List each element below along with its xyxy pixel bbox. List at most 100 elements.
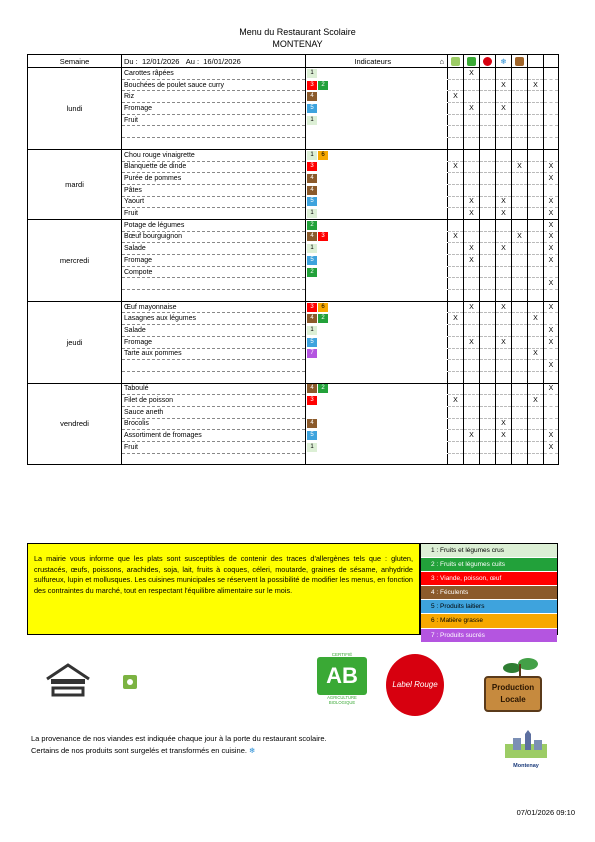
mark-cell <box>479 336 496 349</box>
table-row: Fromage 5 X X <box>28 102 559 115</box>
mark-cell <box>511 207 528 220</box>
mark-cell: X <box>511 231 528 244</box>
mark-cell <box>527 125 544 139</box>
indicator-badge: 2 <box>307 267 317 277</box>
mark-cell <box>527 172 544 185</box>
dish-name <box>121 453 306 466</box>
mark-cell <box>527 277 544 291</box>
mark-cell <box>479 266 496 279</box>
dish-name <box>121 125 306 139</box>
table-row: Brocolis 4 X <box>28 418 559 431</box>
mark-cell <box>447 219 464 232</box>
table-row: Fruit 1 X X X <box>28 207 559 220</box>
mark-cell <box>447 242 464 255</box>
mark-cell <box>527 67 544 80</box>
indicator-cell: 4 <box>305 418 448 431</box>
mark-cell <box>511 196 528 209</box>
mark-cell <box>527 90 544 104</box>
mark-cell: X <box>543 429 559 442</box>
mark-cell <box>527 429 544 442</box>
mark-cell: X <box>527 348 544 361</box>
indicator-badge: 6 <box>318 302 328 312</box>
mark-cell <box>447 207 464 220</box>
indicator-cell: 4 <box>305 172 448 185</box>
table-row <box>28 371 559 384</box>
dish-name: Fruit <box>121 114 306 127</box>
mark-cell <box>463 441 480 454</box>
mark-cell <box>543 266 559 279</box>
indicator-badge: 6 <box>318 150 328 160</box>
indicator-badge: 3 <box>307 80 317 90</box>
dish-name <box>121 277 306 291</box>
indicator-badge: 2 <box>318 384 328 394</box>
indicator-cell <box>305 137 448 150</box>
dish-name: Yaourt <box>121 196 306 209</box>
mark-cell: X <box>543 254 559 267</box>
mark-cell: X <box>447 312 464 326</box>
blank-col <box>543 54 559 68</box>
dish-name: Lasagnes aux légumes <box>121 312 306 326</box>
mark-cell <box>543 394 559 407</box>
mark-cell <box>527 406 544 419</box>
table-row: Pâtes 4 <box>28 184 559 197</box>
mark-cell <box>447 371 464 384</box>
legend-item: 6 : Matière grasse <box>421 614 557 629</box>
mark-cell: X <box>543 441 559 454</box>
mark-cell <box>479 429 496 442</box>
table-row: Yaourt 5 X X X <box>28 196 559 209</box>
allergen-info: La mairie vous informe que les plats son… <box>27 543 420 635</box>
indicator-badge: 5 <box>307 337 317 347</box>
table-row: Riz 4 X <box>28 90 559 104</box>
table-row: Bœuf bourguignon 4 3 X X X <box>28 231 559 244</box>
mark-cell <box>511 289 528 302</box>
mark-cell <box>495 348 512 361</box>
mark-cell <box>543 90 559 104</box>
dish-name: Compote <box>121 266 306 279</box>
mark-cell <box>495 90 512 104</box>
town-name: MONTENAY <box>272 39 323 49</box>
mark-cell <box>511 102 528 115</box>
mark-cell <box>511 312 528 326</box>
leaf-icon <box>503 658 538 676</box>
mark-cell <box>495 441 512 454</box>
mark-cell <box>447 266 464 279</box>
table-row: Compote 2 <box>28 266 559 279</box>
week-range: Du : 12/01/2026 Au : 16/01/2026 <box>121 54 306 68</box>
mark-cell <box>543 348 559 361</box>
mark-cell <box>527 418 544 431</box>
legend-item: 5 : Produits laitiers <box>421 600 557 615</box>
mark-cell <box>543 312 559 326</box>
mark-cell <box>527 149 544 162</box>
mark-cell <box>479 90 496 104</box>
mark-cell <box>479 67 496 80</box>
mark-cell: X <box>463 242 480 255</box>
mark-cell <box>495 266 512 279</box>
indicator-badge: 1 <box>307 325 317 335</box>
indicator-cell: 5 <box>305 336 448 349</box>
mark-cell <box>543 67 559 80</box>
dish-name <box>121 359 306 372</box>
mark-cell <box>463 371 480 384</box>
table-row <box>28 453 559 466</box>
dish-name: Purée de pommes <box>121 172 306 185</box>
label-rouge-logo: Label Rouge <box>386 654 444 716</box>
indicator-badge: 4 <box>307 92 317 102</box>
mark-cell <box>527 441 544 454</box>
indicator-badge: 5 <box>307 255 317 265</box>
mark-cell: X <box>511 161 528 174</box>
mark-cell <box>527 254 544 267</box>
semaine-header: Semaine <box>27 54 122 68</box>
mark-cell <box>527 359 544 372</box>
mark-cell <box>543 149 559 162</box>
table-row: Tarte aux pommes 7 X <box>28 348 559 361</box>
mark-cell: X <box>543 161 559 174</box>
mark-cell <box>511 324 528 337</box>
mark-cell <box>463 114 480 127</box>
mark-cell: X <box>463 67 480 80</box>
mark-cell <box>495 359 512 372</box>
menu-table: Semaine Du : 12/01/2026 Au : 16/01/2026 … <box>27 54 559 466</box>
vegetarian-logo <box>123 675 137 689</box>
